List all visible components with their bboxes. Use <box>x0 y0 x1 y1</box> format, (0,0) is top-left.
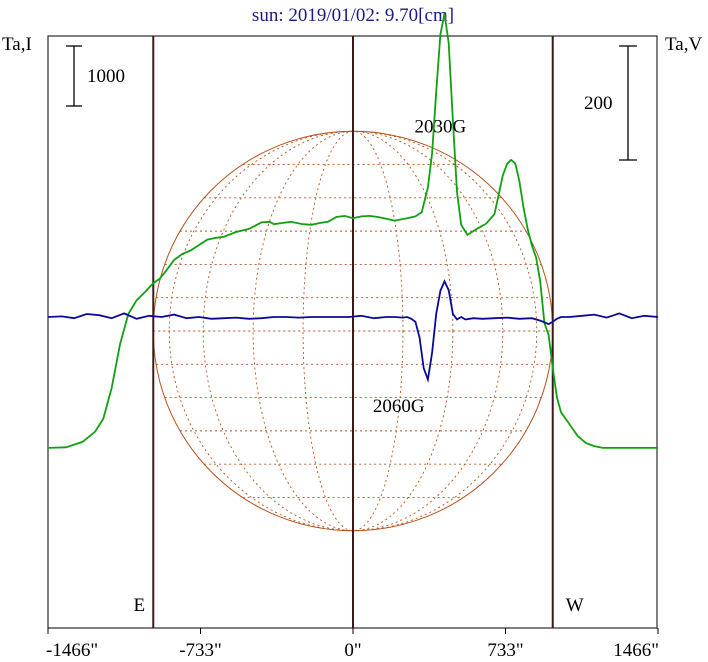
annotations: 2030G 2060G E W <box>133 117 583 616</box>
west-limb-label: W <box>566 595 584 616</box>
chart-title: sun: 2019/01/02: 9.70[cm] <box>252 5 454 26</box>
field-strength-label: 2030G <box>415 117 467 138</box>
vertical-reference-lines <box>152 36 554 628</box>
left-scale-bar <box>66 45 82 107</box>
x-axis: -1466" -733" 0" 733" 1466" <box>46 628 659 661</box>
x-tick-label: 0" <box>344 640 361 661</box>
x-tick-label: -1466" <box>46 640 98 661</box>
x-tick-label: -733" <box>179 640 222 661</box>
right-axis-label: Ta,V <box>665 34 702 55</box>
right-scale-bar <box>619 45 637 161</box>
left-axis-label: Ta,I <box>2 34 32 55</box>
field-strength-label: 2060G <box>373 396 425 417</box>
series-line-v <box>47 279 659 384</box>
right-scale-bar-label: 200 <box>584 93 613 114</box>
disk-longitude-line <box>302 130 404 532</box>
x-tick-label: 1466" <box>613 640 659 661</box>
east-limb-label: E <box>133 595 145 616</box>
left-scale-bar-label: 1000 <box>87 66 125 87</box>
series-line-i <box>47 13 658 449</box>
x-tick-label: 733" <box>487 640 523 661</box>
